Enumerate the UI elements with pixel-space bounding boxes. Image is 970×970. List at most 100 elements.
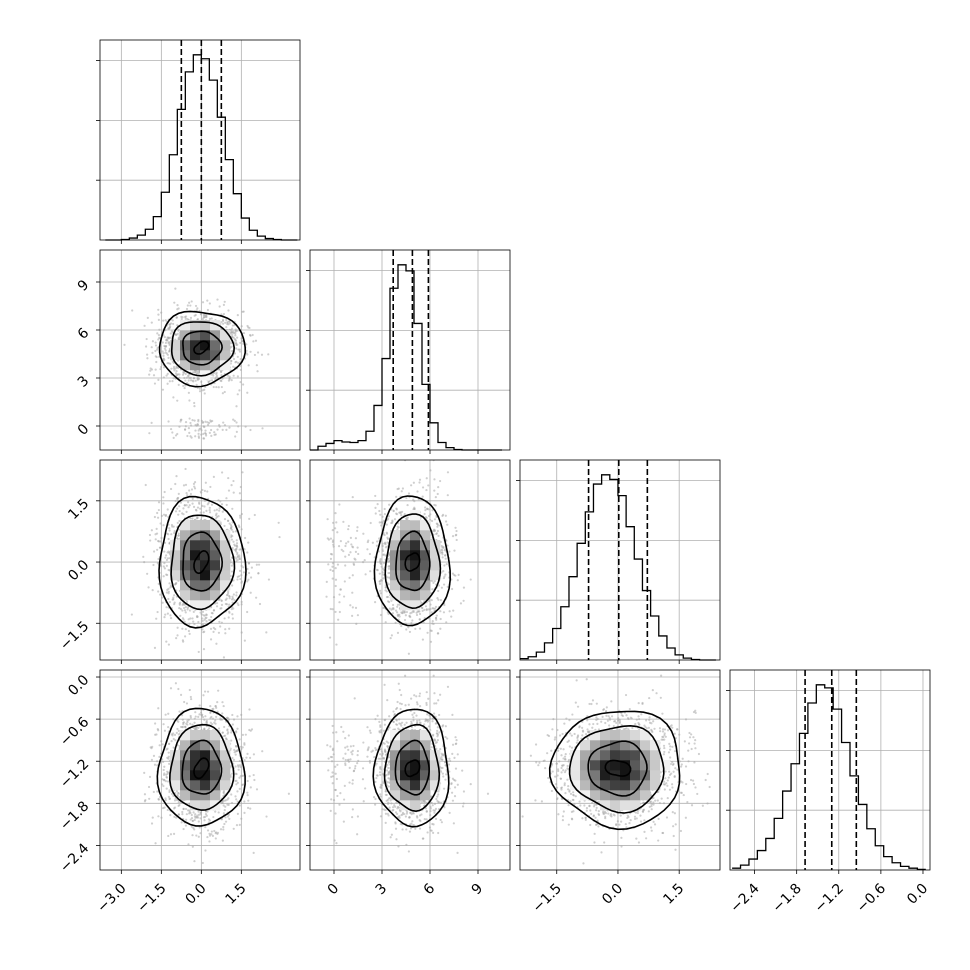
scatter-point <box>221 731 224 734</box>
scatter-point <box>403 618 407 622</box>
scatter-point <box>202 631 205 634</box>
density-cell <box>420 770 431 781</box>
scatter-point <box>168 790 171 794</box>
scatter-point <box>231 713 234 717</box>
scatter-point <box>431 588 434 591</box>
panel-frame <box>309 669 511 871</box>
density-cell <box>390 540 401 551</box>
scatter-point <box>462 802 465 805</box>
scatter-point <box>184 317 187 320</box>
contour-level-1 <box>170 321 236 377</box>
scatter-point <box>166 353 169 356</box>
scatter-point <box>191 502 194 505</box>
scatter-point <box>204 815 207 818</box>
scatter-point <box>209 619 212 622</box>
scatter-point <box>254 339 258 342</box>
scatter-point <box>165 564 168 567</box>
scatter-point <box>236 393 239 396</box>
scatter-point <box>437 790 440 793</box>
scatter-point <box>189 316 193 319</box>
scatter-point <box>220 621 223 624</box>
scatter-point <box>394 621 397 624</box>
y-tick-labels-2: −1.50.01.5 <box>57 496 92 654</box>
scatter-point <box>240 817 243 820</box>
scatter-point <box>387 785 391 788</box>
contour-level-1 <box>170 514 236 611</box>
scatter-point <box>395 838 398 841</box>
scatter-point <box>439 693 442 696</box>
scatter-point <box>191 497 194 501</box>
scatter-point <box>159 593 162 596</box>
scatter-point <box>387 814 390 817</box>
scatter-point <box>415 701 419 704</box>
scatter-point <box>384 808 387 812</box>
scatter-point <box>425 818 428 821</box>
scatter-point <box>378 537 381 540</box>
scatter-point <box>205 616 208 619</box>
scatter-point <box>340 548 343 551</box>
scatter-point <box>356 614 360 617</box>
scatter-point <box>161 807 165 810</box>
scatter-point <box>410 697 413 700</box>
scatter-point <box>165 748 168 751</box>
scatter-point <box>414 827 417 830</box>
scatter-point <box>410 611 413 614</box>
scatter-point <box>396 528 399 531</box>
scatter-point <box>401 828 404 831</box>
scatter-point <box>163 778 166 781</box>
scatter-point <box>356 749 359 753</box>
scatter-point <box>449 759 452 763</box>
scatter-point <box>395 611 399 614</box>
scatter-point <box>160 311 163 314</box>
density-cell <box>180 520 191 531</box>
density-cell <box>190 730 201 741</box>
scatter-point <box>249 729 252 732</box>
scatter-point <box>209 638 213 641</box>
scatter-point <box>372 796 376 799</box>
scatter-point <box>234 530 238 533</box>
scatter-point <box>426 718 429 722</box>
scatter-point <box>163 562 166 565</box>
density-cell <box>390 780 401 791</box>
y-tick-label: 1.5 <box>65 496 92 523</box>
scatter-point <box>199 511 202 514</box>
scatter-point <box>196 814 199 817</box>
scatter-point <box>385 532 389 535</box>
scatter-point <box>338 503 341 506</box>
scatter-point <box>240 528 243 531</box>
scatter-point <box>234 435 237 438</box>
scatter-point <box>437 793 440 796</box>
scatter-point <box>444 557 447 560</box>
density-cell <box>410 730 421 741</box>
scatter-point <box>366 726 369 729</box>
scatter-point <box>356 526 359 529</box>
density-cell <box>200 520 211 531</box>
scatter-point <box>384 750 387 754</box>
scatter-point <box>150 758 154 761</box>
scatter-point <box>188 688 191 692</box>
scatter-point <box>187 629 190 633</box>
scatter-point <box>437 486 440 489</box>
scatter-point <box>223 617 226 620</box>
scatter-point <box>197 726 200 730</box>
scatter-point <box>232 607 235 610</box>
scatter-point <box>222 812 225 815</box>
scatter-point <box>155 760 159 763</box>
scatter-point <box>255 596 258 599</box>
scatter-point <box>162 496 165 499</box>
scatter-point <box>429 640 433 643</box>
scatter-point <box>376 540 379 543</box>
density-cell <box>210 760 221 771</box>
scatter-point <box>198 502 201 505</box>
scatter-point <box>189 517 192 520</box>
density-cell <box>400 570 411 581</box>
scatter-point <box>232 718 236 721</box>
scatter-point <box>150 421 153 424</box>
scatter-point <box>387 576 390 579</box>
scatter-point <box>213 829 216 833</box>
density-cell <box>400 580 411 591</box>
scatter-point <box>252 340 255 343</box>
scatter-point <box>183 376 186 380</box>
scatter-point <box>194 379 197 382</box>
density-cell <box>220 540 231 551</box>
